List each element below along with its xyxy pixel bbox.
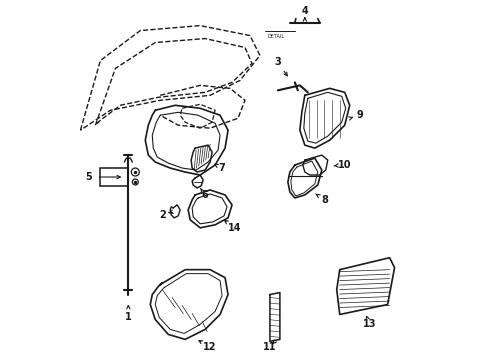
Text: 3: 3 (274, 58, 281, 67)
Text: 12: 12 (203, 342, 217, 352)
Text: 7: 7 (219, 163, 225, 173)
Text: 4: 4 (301, 6, 308, 15)
Text: DETAIL: DETAIL (268, 33, 285, 39)
Text: 10: 10 (338, 160, 351, 170)
Text: 14: 14 (228, 223, 242, 233)
Text: 5: 5 (85, 172, 92, 182)
Text: 8: 8 (321, 195, 328, 205)
Text: 1: 1 (125, 312, 132, 323)
Text: 11: 11 (263, 342, 277, 352)
Text: 9: 9 (356, 110, 363, 120)
Text: 6: 6 (202, 190, 208, 200)
Text: 2: 2 (159, 210, 166, 220)
Text: 13: 13 (363, 319, 376, 329)
